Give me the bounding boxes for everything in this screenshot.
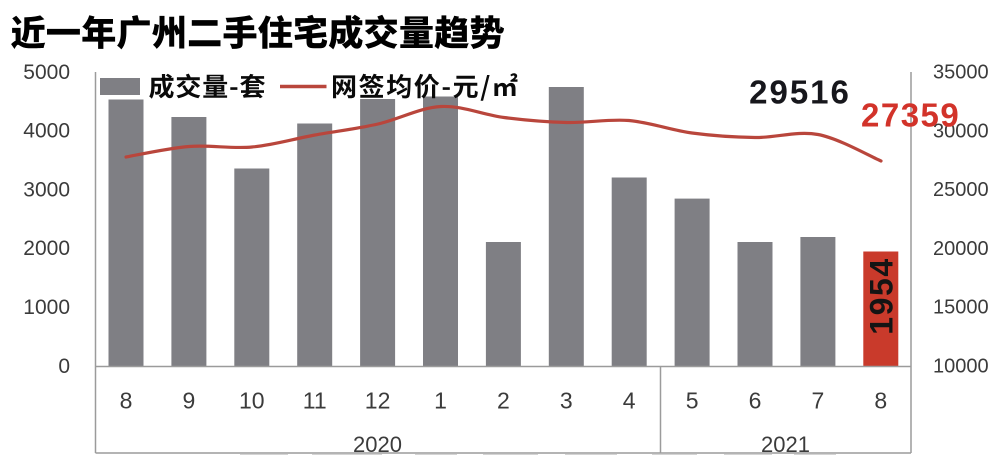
svg-text:8: 8 <box>120 388 133 414</box>
svg-text:4000: 4000 <box>23 120 70 143</box>
svg-text:1954: 1954 <box>864 257 900 335</box>
svg-text:5: 5 <box>686 388 699 414</box>
svg-text:29516: 29516 <box>749 73 851 110</box>
svg-text:6: 6 <box>749 388 762 414</box>
svg-text:2000: 2000 <box>23 237 70 260</box>
svg-text:27359: 27359 <box>861 97 960 134</box>
svg-text:1: 1 <box>434 388 447 414</box>
svg-text:7: 7 <box>812 388 825 414</box>
svg-text:2020: 2020 <box>353 432 402 455</box>
svg-text:30000: 30000 <box>933 120 989 142</box>
svg-text:8: 8 <box>874 388 887 414</box>
svg-text:5000: 5000 <box>23 61 70 84</box>
svg-text:1000: 1000 <box>23 296 70 319</box>
svg-text:3000: 3000 <box>23 178 70 201</box>
svg-text:9: 9 <box>183 388 196 414</box>
svg-text:35000: 35000 <box>933 62 989 84</box>
svg-text:2: 2 <box>497 388 510 414</box>
svg-text:20000: 20000 <box>933 238 989 260</box>
svg-text:11: 11 <box>303 388 327 414</box>
svg-text:25000: 25000 <box>933 179 989 201</box>
svg-text:0: 0 <box>58 355 70 378</box>
svg-text:2021: 2021 <box>761 432 810 455</box>
svg-text:10: 10 <box>239 388 265 414</box>
svg-text:4: 4 <box>623 388 636 414</box>
svg-text:15000: 15000 <box>933 297 989 319</box>
svg-text:10000: 10000 <box>933 356 989 378</box>
svg-text:12: 12 <box>365 388 391 414</box>
svg-text:3: 3 <box>560 388 573 414</box>
